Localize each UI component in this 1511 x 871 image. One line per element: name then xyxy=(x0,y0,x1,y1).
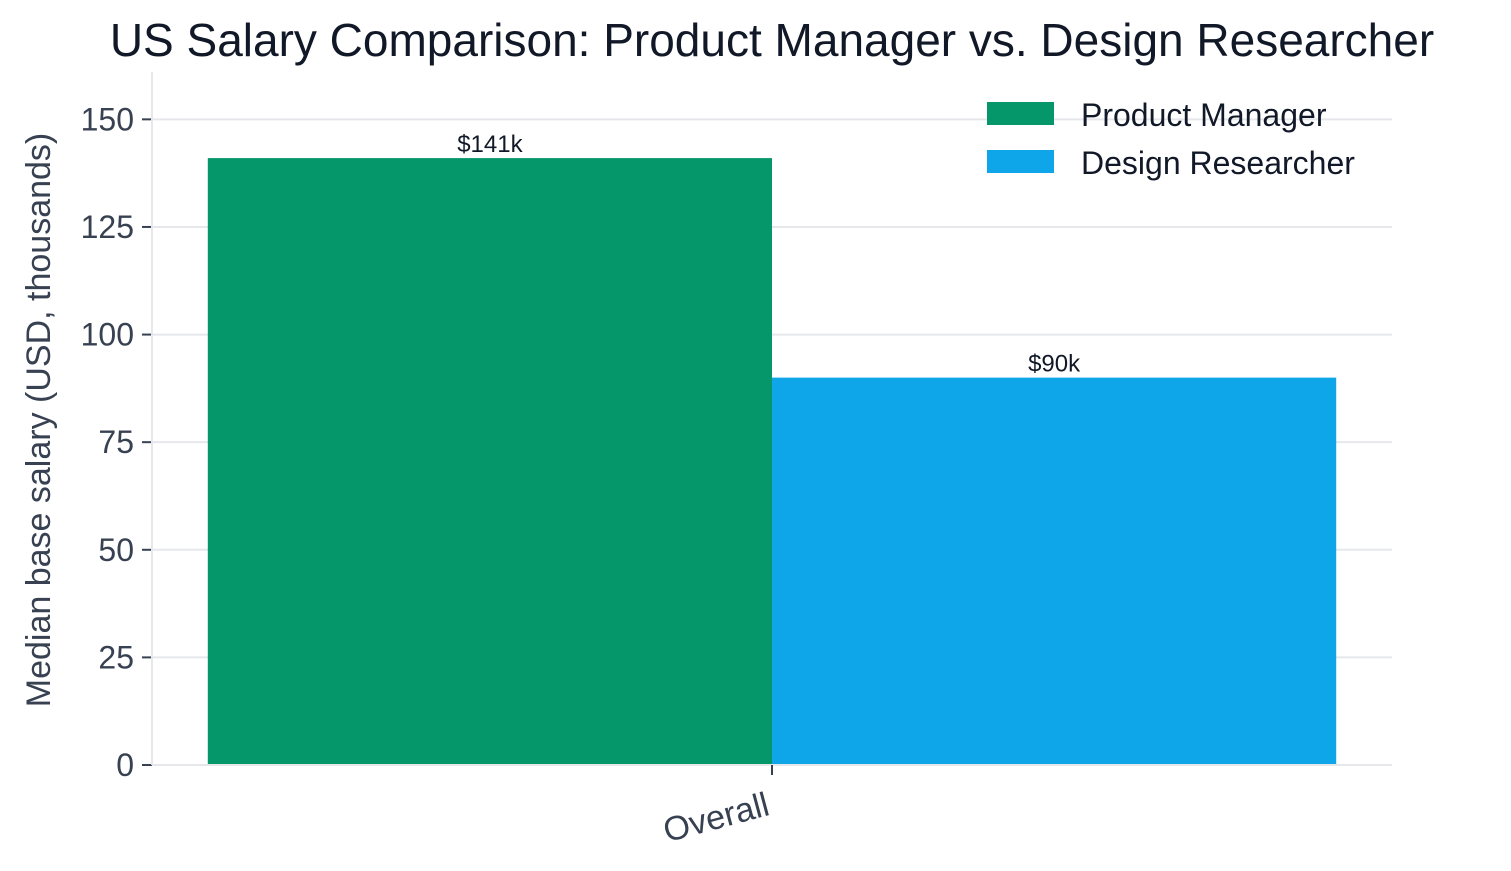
bar-product-manager xyxy=(207,158,773,765)
y-tick-label: 75 xyxy=(98,424,134,460)
data-labels: $141k $90k xyxy=(457,131,1081,378)
data-label: $141k xyxy=(457,131,523,158)
y-tick-label: 25 xyxy=(98,639,134,675)
legend-swatch xyxy=(987,102,1054,125)
legend: Product Manager Design Researcher xyxy=(987,97,1355,181)
y-axis-label: Median base salary (USD, thousands) xyxy=(20,133,58,708)
y-tick-label: 100 xyxy=(81,317,134,353)
y-tick-label: 150 xyxy=(81,101,134,137)
bars xyxy=(207,158,1337,765)
y-tick-label: 50 xyxy=(98,532,134,568)
chart-title: US Salary Comparison: Product Manager vs… xyxy=(110,14,1434,66)
legend-swatch xyxy=(987,150,1054,173)
data-label: $90k xyxy=(1028,351,1081,378)
y-tick-label: 0 xyxy=(116,747,134,783)
legend-label: Product Manager xyxy=(1081,97,1327,133)
bar-design-researcher xyxy=(772,377,1337,765)
y-tick-label: 125 xyxy=(81,209,134,245)
x-tick-label: Overall xyxy=(659,786,773,851)
legend-label: Design Researcher xyxy=(1081,145,1355,181)
axes: 0 25 50 75 100 125 150 Overall xyxy=(81,72,1392,850)
